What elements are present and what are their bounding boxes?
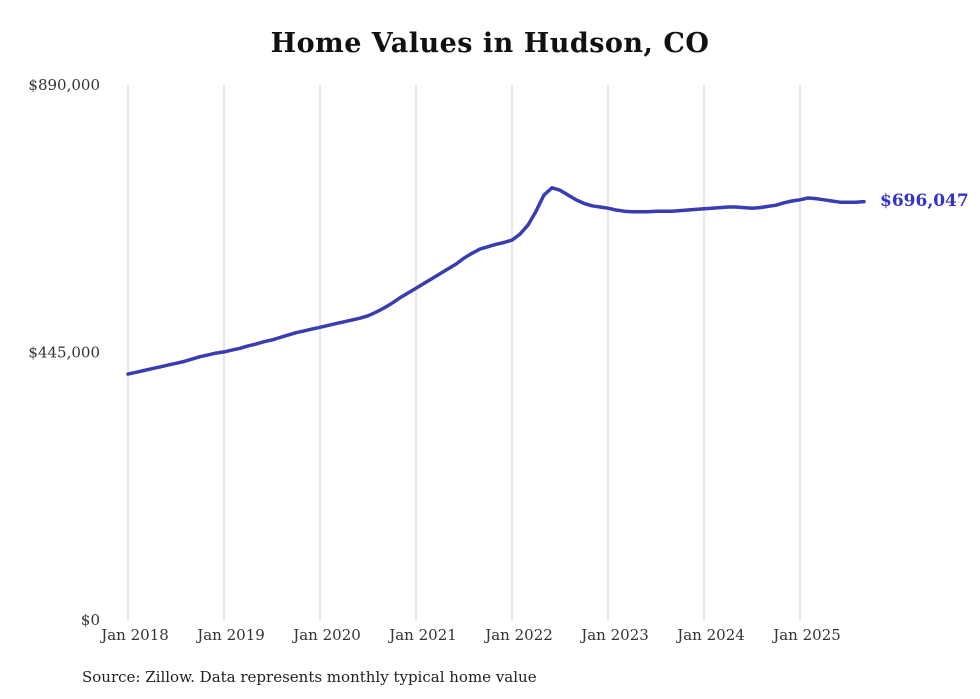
y-axis-tick-label: $890,000: [28, 76, 100, 94]
y-axis-tick-label: $445,000: [28, 344, 100, 362]
home-value-series-line: [126, 186, 866, 376]
x-axis-tick-label: Jan 2025: [771, 626, 841, 644]
x-axis-tick-label: Jan 2020: [291, 626, 361, 644]
latest-value-label: $696,047: [880, 190, 969, 211]
source-note: Source: Zillow. Data represents monthly …: [82, 668, 537, 686]
chart-title: Home Values in Hudson, CO: [270, 28, 710, 59]
x-axis-tick-label: Jan 2022: [483, 626, 553, 644]
x-axis-tick-label: Jan 2023: [579, 626, 649, 644]
x-axis-tick-label: Jan 2018: [99, 626, 169, 644]
x-axis-tick-label: Jan 2024: [675, 626, 745, 644]
x-axis-tick-label: Jan 2021: [387, 626, 457, 644]
x-axis-tick-label: Jan 2019: [195, 626, 265, 644]
y-axis-tick-label: $0: [81, 611, 100, 629]
